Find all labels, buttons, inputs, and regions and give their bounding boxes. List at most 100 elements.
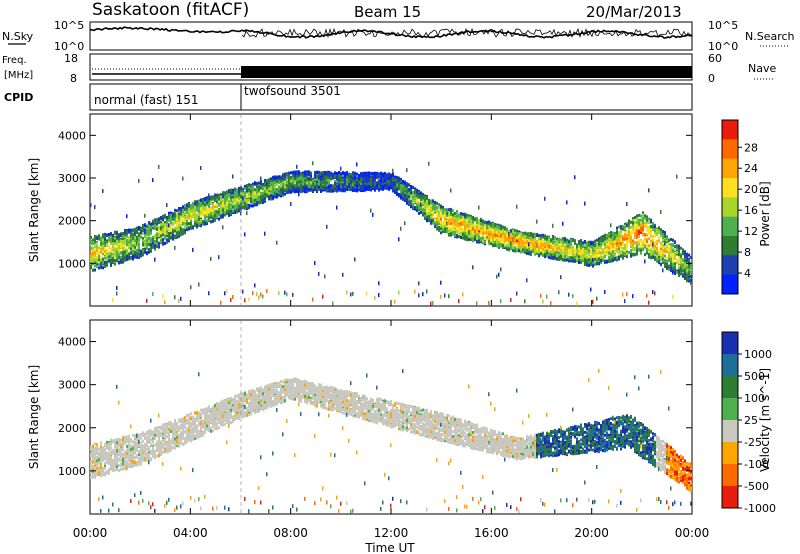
range-cell <box>478 238 480 242</box>
range-cell <box>428 217 430 221</box>
range-cell <box>294 188 296 192</box>
range-cell <box>244 187 246 191</box>
range-cell <box>444 208 446 212</box>
range-cell <box>280 176 282 180</box>
range-cell <box>164 215 166 219</box>
range-cell <box>168 231 170 235</box>
range-cell <box>254 191 256 195</box>
range-cell <box>404 187 406 191</box>
range-cell <box>520 250 522 254</box>
range-cell <box>218 213 220 217</box>
range-cell <box>376 174 378 178</box>
range-cell <box>188 203 190 207</box>
range-cell <box>248 192 250 196</box>
range-cell <box>472 231 474 235</box>
range-cell <box>94 205 96 210</box>
range-cell <box>432 221 434 225</box>
range-cell <box>478 232 480 236</box>
range-cell <box>142 253 144 257</box>
range-cell <box>100 264 102 268</box>
range-cell <box>258 193 260 197</box>
range-cell <box>268 178 270 182</box>
range-cell <box>488 236 490 240</box>
range-cell <box>270 185 272 189</box>
range-cell <box>180 216 182 220</box>
range-cell <box>438 225 440 229</box>
range-cell <box>486 224 488 228</box>
range-cell <box>178 215 180 219</box>
range-cell <box>404 195 406 199</box>
range-cell <box>128 244 130 248</box>
range-cell <box>142 242 144 246</box>
range-cell <box>354 175 356 179</box>
range-cell <box>200 219 202 223</box>
range-cell <box>190 215 192 219</box>
range-cell <box>362 182 364 186</box>
range-cell <box>324 177 326 181</box>
range-cell <box>312 177 314 181</box>
range-cell <box>324 274 326 279</box>
range-cell <box>322 188 324 192</box>
range-cell <box>464 222 466 226</box>
range-cell <box>422 199 424 203</box>
range-cell <box>266 194 268 198</box>
range-cell <box>230 197 232 201</box>
range-cell <box>498 235 500 239</box>
range-cell <box>192 203 194 207</box>
range-cell <box>220 216 222 220</box>
range-cell <box>504 233 506 237</box>
range-cell <box>122 235 124 239</box>
range-cell <box>220 193 222 197</box>
range-cell <box>150 229 152 233</box>
range-cell <box>452 232 454 236</box>
range-cell <box>414 193 416 197</box>
range-cell <box>118 256 120 260</box>
range-cell <box>242 289 244 294</box>
range-cell <box>316 183 318 187</box>
range-cell <box>180 225 182 229</box>
range-cell <box>90 203 92 208</box>
range-cell <box>134 250 136 254</box>
freq-right-tick-top: 60 <box>708 52 722 65</box>
cpid-panel: CPID normal (fast) 151 twofsound 3501 <box>4 83 693 111</box>
range-cell <box>212 215 214 219</box>
range-cell <box>134 227 136 231</box>
range-cell <box>124 258 126 262</box>
range-cell <box>254 193 256 197</box>
range-cell <box>268 184 270 188</box>
range-cell <box>272 186 274 190</box>
range-cell <box>292 180 294 184</box>
range-cell <box>208 203 210 207</box>
range-cell <box>160 220 162 224</box>
range-cell <box>258 201 260 205</box>
range-cell <box>110 242 112 246</box>
range-cell <box>150 249 152 253</box>
range-cell <box>100 250 102 254</box>
range-cell <box>430 201 432 205</box>
range-cell <box>260 200 262 204</box>
range-cell <box>124 245 126 249</box>
range-cell <box>488 220 490 224</box>
range-cell <box>432 301 434 306</box>
range-cell <box>106 250 108 254</box>
range-cell <box>402 195 404 199</box>
range-cell <box>190 222 192 226</box>
range-cell <box>312 179 314 183</box>
range-cell <box>408 201 410 205</box>
range-cell <box>268 191 270 195</box>
range-cell <box>466 237 468 241</box>
range-cell <box>292 172 294 176</box>
range-cell <box>168 238 170 242</box>
range-cell <box>460 236 462 240</box>
range-cell <box>456 234 458 238</box>
range-cell <box>204 207 206 211</box>
range-cell <box>232 191 234 195</box>
range-cell <box>334 171 336 175</box>
range-cell <box>428 201 430 205</box>
range-cell <box>266 184 268 188</box>
range-cell <box>200 207 202 211</box>
range-cell <box>370 175 372 179</box>
range-cell <box>132 229 134 233</box>
range-cell <box>226 212 228 216</box>
range-cell <box>334 184 336 188</box>
